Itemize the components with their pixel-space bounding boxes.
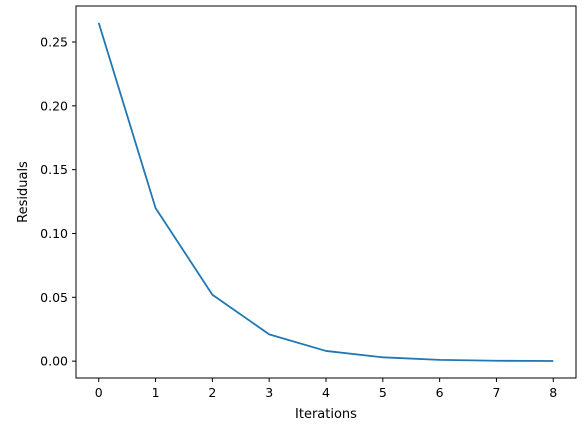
x-tick-label: 7: [492, 385, 500, 400]
x-axis-label: Iterations: [295, 407, 357, 422]
x-tick-label: 3: [265, 385, 273, 400]
y-tick-label: 0.25: [40, 35, 68, 50]
x-tick-label: 4: [322, 385, 330, 400]
residuals-series-line: [97, 22, 554, 362]
y-axis-ticks: 0.00 0.05 0.10 0.15 0.20 0.25: [40, 35, 76, 369]
x-axis-ticks: 0 1 2 3 4 5 6 7 8: [95, 378, 557, 400]
y-tick-label: 0.15: [40, 162, 68, 177]
y-tick-label: 0.05: [40, 290, 68, 305]
y-axis-label: Residuals: [16, 161, 31, 223]
x-tick-label: 0: [95, 385, 103, 400]
x-tick-label: 6: [436, 385, 444, 400]
x-tick-label: 2: [208, 385, 216, 400]
y-tick-label: 0.10: [40, 226, 68, 241]
y-tick-label: 0.20: [40, 98, 68, 113]
x-tick-label: 8: [549, 385, 557, 400]
x-tick-label: 5: [379, 385, 387, 400]
x-tick-label: 1: [152, 385, 160, 400]
y-tick-label: 0.00: [40, 354, 68, 369]
